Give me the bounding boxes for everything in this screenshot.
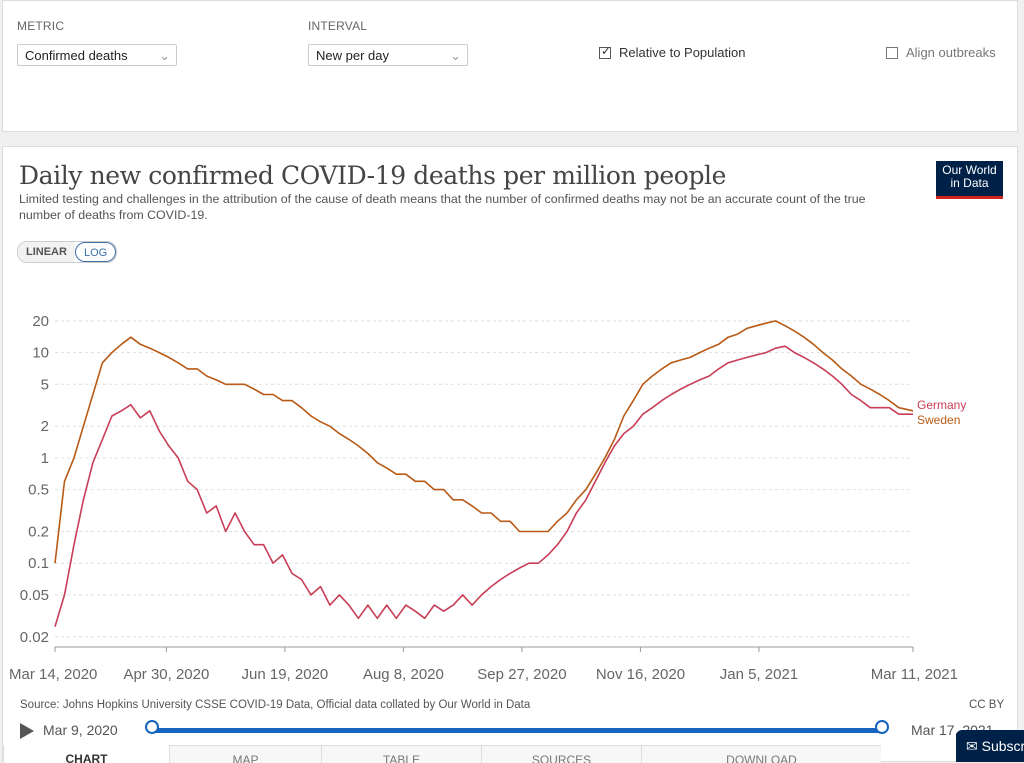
relative-to-population-label: Relative to Population [619,45,746,60]
timeline-start-handle[interactable] [145,720,159,734]
timeline-end-handle[interactable] [875,720,889,734]
y-tick-label: 0.1 [28,555,49,572]
y-tick-label: 0.05 [20,587,49,604]
tab-table[interactable]: TABLE [321,745,481,763]
chart-subtitle: Limited testing and challenges in the at… [19,192,866,222]
align-outbreaks-label: Align outbreaks [906,45,996,60]
x-tick-label: Mar 11, 2021 [871,666,958,683]
subscribe-button[interactable]: ✉ Subscribe [956,730,1024,762]
y-tick-label: 0.5 [28,482,49,499]
tab-map[interactable]: MAP [169,745,321,763]
interval-select-value: New per day [316,48,389,63]
scale-toggle: LINEAR LOG [17,241,118,263]
linear-scale-button[interactable]: LINEAR [18,242,75,262]
y-tick-label: 5 [41,376,49,393]
y-axis: 0.02 0.05 0.1 0.2 0.5 1 2 5 10 20 [20,313,49,646]
legend-label-sweden[interactable]: Sweden [917,413,960,427]
x-tick-label: Apr 30, 2020 [123,666,209,683]
align-outbreaks-checkbox[interactable]: Align outbreaks [886,45,996,60]
tab-download[interactable]: DOWNLOAD [641,745,881,763]
y-tick-label: 20 [32,313,49,330]
series-line-germany[interactable] [54,345,913,627]
log-scale-button[interactable]: LOG [74,242,117,262]
metric-select[interactable]: Confirmed deaths ⌄ [17,44,177,66]
y-tick-label: 1 [41,450,49,467]
play-icon[interactable] [20,723,34,739]
subscribe-label: Subscribe [981,738,1024,754]
x-tick-label: Sep 27, 2020 [477,666,566,683]
chart-series [54,320,914,627]
timeline-track[interactable] [153,728,883,733]
legend-label-germany[interactable]: Germany [917,398,966,412]
chart-title: Daily new confirmed COVID-19 deaths per … [19,161,727,190]
chevron-down-icon: ⌄ [159,48,170,63]
series-line-sweden[interactable] [54,320,914,564]
interval-select[interactable]: New per day ⌄ [308,44,468,66]
y-tick-label: 2 [41,418,49,435]
controls-panel: METRIC Confirmed deaths ⌄ INTERVAL New p… [2,0,1018,132]
metric-label: METRIC [17,19,65,33]
timeline-start-date: Mar 9, 2020 [43,722,118,738]
x-axis: Mar 14, 2020 Apr 30, 2020 Jun 19, 2020 Aug … [9,647,958,683]
mail-icon: ✉ [966,738,982,754]
x-tick-label: Nov 16, 2020 [596,666,685,683]
owid-logo[interactable]: Our World in Data [936,161,1003,199]
timeline: Mar 9, 2020 Mar 17, 2021 [3,717,1019,745]
source-note[interactable]: Source: Johns Hopkins University CSSE CO… [20,699,531,711]
x-tick-label: Jun 19, 2020 [242,666,329,683]
tab-chart[interactable]: CHART [3,745,169,763]
interval-label: INTERVAL [308,19,368,33]
logo-line-1: Our World [942,163,997,177]
chevron-down-icon: ⌄ [450,48,461,63]
y-tick-label: 10 [32,345,49,362]
x-tick-label: Jan 5, 2021 [720,666,798,683]
license-badge[interactable]: CC BY [969,699,1005,711]
checkbox-checked-icon: ✓ [599,43,612,59]
relative-to-population-checkbox[interactable]: ✓ Relative to Population [599,43,746,60]
x-tick-label: Aug 8, 2020 [363,666,444,683]
tab-sources[interactable]: SOURCES [481,745,641,763]
chart-card: Daily new confirmed COVID-19 deaths per … [2,146,1019,763]
x-tick-label: Mar 14, 2020 [9,666,97,683]
metric-select-value: Confirmed deaths [25,48,128,63]
logo-line-2: in Data [950,176,989,190]
y-tick-label: 0.02 [20,629,49,646]
chart-gridlines [55,320,913,648]
chart-tabs: CHART MAP TABLE SOURCES DOWNLOAD [3,745,1019,763]
checkbox-unchecked-icon [886,46,898,59]
line-chart: 0.02 0.05 0.1 0.2 0.5 1 2 5 10 20 Mar 14, 2020 Apr… [9,313,966,683]
y-tick-label: 0.2 [28,523,49,540]
